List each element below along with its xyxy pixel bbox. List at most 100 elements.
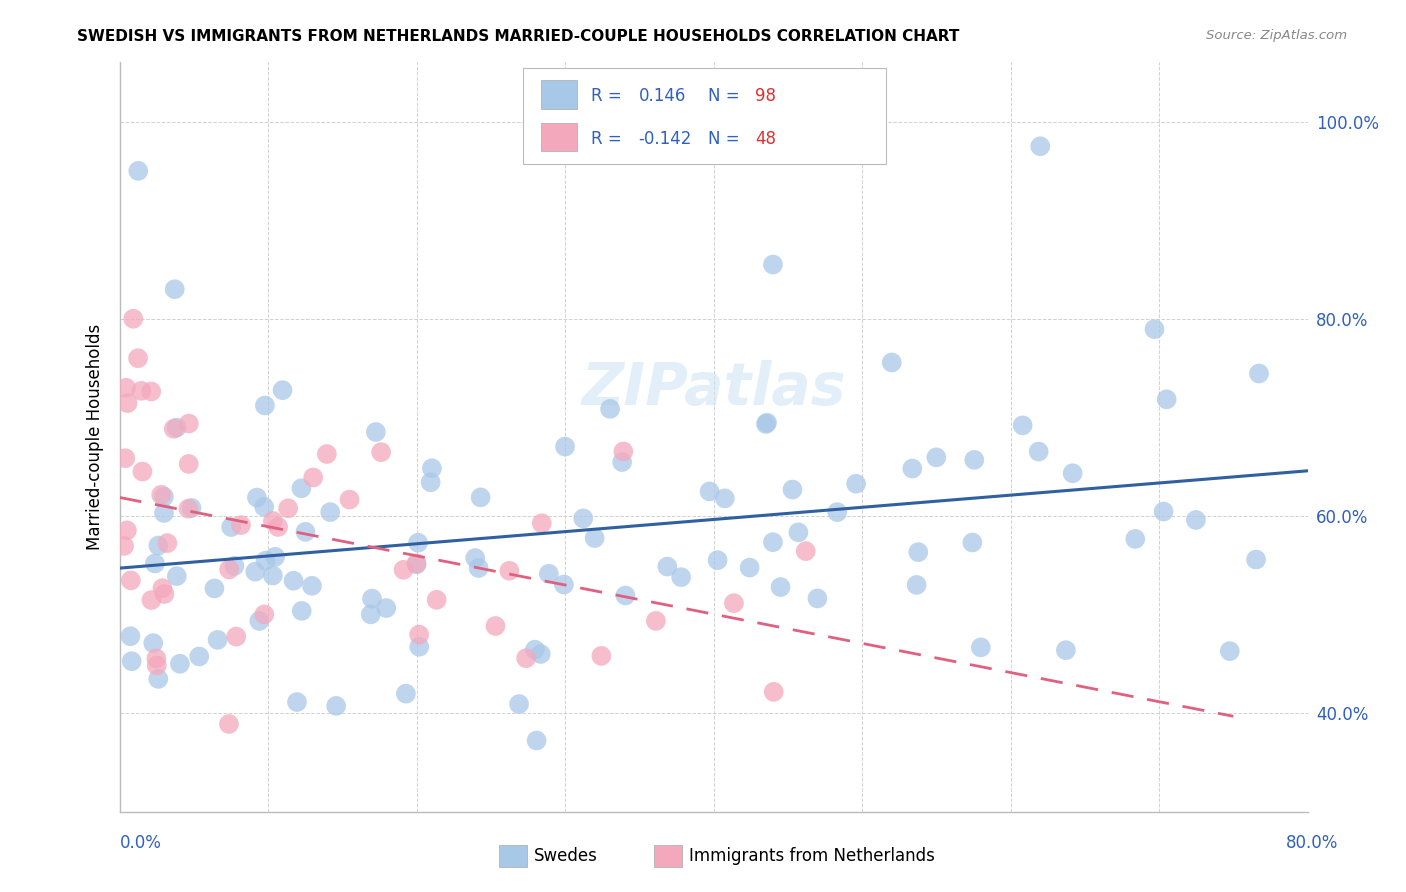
Point [271, 383, 294, 397]
Point [554, 440, 576, 454]
Point [1028, 444, 1050, 458]
Point [583, 531, 606, 545]
Point [361, 591, 384, 606]
Point [508, 697, 530, 711]
Point [218, 717, 240, 731]
Point [169, 657, 191, 671]
Point [131, 465, 153, 479]
Point [591, 648, 613, 663]
Point [127, 164, 149, 178]
Point [1062, 467, 1084, 481]
Point [291, 604, 314, 618]
Point [755, 417, 778, 431]
Point [360, 607, 382, 622]
Point [283, 574, 305, 588]
Point [787, 525, 810, 540]
Point [612, 444, 634, 458]
Point [1185, 513, 1208, 527]
Point [523, 642, 546, 657]
Text: Immigrants from Netherlands: Immigrants from Netherlands [689, 847, 935, 865]
Point [117, 396, 139, 410]
Point [806, 591, 828, 606]
Point [970, 640, 993, 655]
Point [464, 551, 486, 566]
Point [115, 524, 138, 538]
Point [762, 685, 785, 699]
Text: Source: ZipAtlas.com: Source: ZipAtlas.com [1206, 29, 1347, 42]
Point [325, 698, 347, 713]
Text: 0.0%: 0.0% [120, 834, 162, 852]
Point [127, 351, 149, 366]
Point [644, 614, 666, 628]
Point [153, 506, 176, 520]
Point [699, 484, 721, 499]
Point [177, 457, 200, 471]
Point [150, 488, 173, 502]
Point [470, 491, 492, 505]
Point [302, 470, 325, 484]
Point [1029, 139, 1052, 153]
Point [762, 258, 785, 272]
Point [120, 574, 142, 588]
Point [146, 658, 169, 673]
Point [515, 651, 537, 665]
Point [253, 607, 276, 622]
Point [253, 500, 276, 514]
Point [120, 629, 142, 643]
Point [1244, 552, 1267, 566]
Point [484, 619, 506, 633]
Point [572, 511, 595, 525]
Point [614, 589, 637, 603]
Point [339, 492, 361, 507]
Point [408, 640, 430, 654]
Point [657, 559, 679, 574]
Point [301, 579, 323, 593]
Point [166, 420, 188, 434]
Point [246, 491, 269, 505]
Point [738, 560, 761, 574]
Point [1247, 367, 1270, 381]
Point [370, 445, 392, 459]
Point [219, 520, 242, 534]
Point [392, 563, 415, 577]
Point [537, 566, 560, 581]
Point [114, 451, 136, 466]
Point [177, 417, 200, 431]
Point [962, 535, 984, 549]
Point [163, 282, 186, 296]
Y-axis label: Married-couple Households: Married-couple Households [86, 324, 104, 550]
Point [122, 311, 145, 326]
Point [905, 578, 928, 592]
Point [262, 568, 284, 582]
Point [262, 514, 284, 528]
Point [253, 399, 276, 413]
Text: SWEDISH VS IMMIGRANTS FROM NETHERLANDS MARRIED-COUPLE HOUSEHOLDS CORRELATION CHA: SWEDISH VS IMMIGRANTS FROM NETHERLANDS M… [77, 29, 960, 44]
Text: R =: R = [591, 87, 627, 105]
Point [148, 672, 170, 686]
Point [526, 733, 548, 747]
Point [229, 518, 252, 533]
Text: ZIPatlas: ZIPatlas [581, 359, 846, 417]
Point [153, 490, 176, 504]
Point [315, 447, 337, 461]
Point [129, 384, 152, 398]
Point [907, 545, 929, 559]
Point [530, 516, 553, 531]
Text: 0.146: 0.146 [638, 87, 686, 105]
Point [180, 500, 202, 515]
Point [112, 539, 135, 553]
Text: 80.0%: 80.0% [1286, 834, 1339, 852]
Point [1123, 532, 1146, 546]
Point [218, 562, 240, 576]
Point [723, 596, 745, 610]
Point [845, 476, 868, 491]
Text: 98: 98 [755, 87, 776, 105]
Point [426, 592, 449, 607]
Point [143, 557, 166, 571]
Point [498, 564, 520, 578]
Point [530, 647, 553, 661]
Point [225, 630, 247, 644]
Bar [541, 122, 576, 151]
Point [1143, 322, 1166, 336]
Text: Swedes: Swedes [534, 847, 598, 865]
